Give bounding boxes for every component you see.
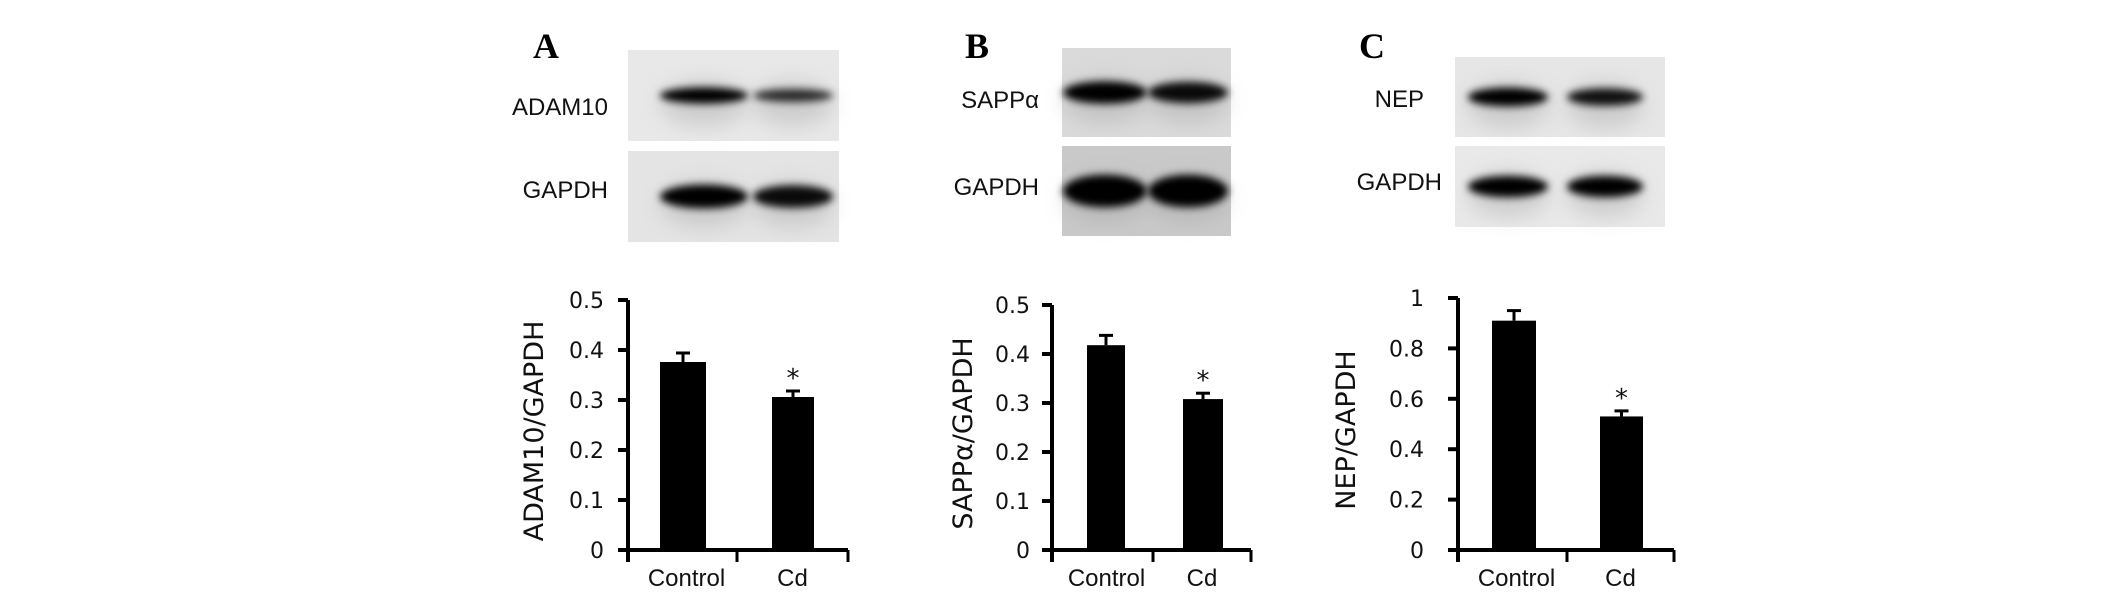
- y-tick-label: 0.6: [1389, 388, 1424, 413]
- bar-control: [1492, 320, 1536, 550]
- protein-band: [1148, 174, 1228, 208]
- target-protein-blot: NEP: [1375, 57, 1665, 137]
- category-label: Cd: [777, 565, 808, 592]
- significance-marker: *: [1615, 384, 1628, 414]
- target-protein-label: NEP: [1375, 86, 1424, 113]
- bar-control: [1087, 345, 1125, 550]
- bar-cd: [772, 397, 814, 550]
- y-tick-label: 0.2: [569, 439, 604, 464]
- y-axis-title: ADAM10/GAPDH: [519, 321, 550, 542]
- category-label: Cd: [1605, 565, 1636, 592]
- protein-band: [753, 185, 833, 208]
- y-tick-label: 0.4: [1389, 438, 1424, 463]
- y-tick-label: 0: [1410, 539, 1424, 564]
- category-label: Cd: [1187, 565, 1218, 592]
- category-label: Control: [1478, 565, 1555, 592]
- bar-control: [660, 362, 706, 550]
- y-tick-label: 0.2: [1389, 489, 1424, 514]
- gapdh-label: GAPDH: [523, 177, 608, 204]
- protein-band: [660, 184, 748, 209]
- panel-letter: C: [1359, 26, 1385, 66]
- gapdh-blot: GAPDH: [523, 151, 839, 242]
- category-label: Control: [1068, 565, 1145, 592]
- protein-band: [660, 87, 748, 104]
- panel-c-blot: C NEP GAPDH: [1357, 26, 1665, 227]
- protein-band: [1567, 88, 1643, 106]
- bar-charts: 00.10.20.30.40.5ADAM10/GAPDHControl*Cd00…: [519, 287, 1676, 592]
- y-tick-label: 0.2: [995, 441, 1030, 466]
- y-tick-label: 0.8: [1389, 337, 1424, 362]
- y-tick-label: 0.1: [569, 489, 604, 514]
- gapdh-label: GAPDH: [954, 174, 1039, 201]
- gapdh-label: GAPDH: [1357, 169, 1442, 196]
- western-blots: A ADAM10 GAPDH B SAPPα GAPDH C NEP GAPDH: [512, 26, 1665, 242]
- panel-a-blot: A ADAM10 GAPDH: [512, 26, 839, 242]
- y-tick-label: 0.4: [569, 339, 604, 364]
- protein-band: [1567, 175, 1643, 198]
- target-protein-label: ADAM10: [512, 94, 608, 121]
- target-protein-blot: SAPPα: [961, 48, 1231, 137]
- y-axis-title: SAPPα/GAPDH: [948, 337, 979, 529]
- gapdh-blot: GAPDH: [1357, 146, 1665, 227]
- chart-b: 0 0.1 0.2 0.3 0.4 0.5 SAPPα/GAPDH Control * Cd: [948, 294, 1253, 592]
- y-tick-label: 0.5: [569, 289, 604, 314]
- bar-cd: [1183, 399, 1223, 550]
- protein-band: [1063, 81, 1147, 104]
- y-tick-label: 0.5: [995, 294, 1030, 319]
- panel-letter: A: [533, 26, 559, 66]
- panel-b-blot: B SAPPα GAPDH: [954, 26, 1231, 236]
- y-tick-label: 1: [1410, 287, 1424, 312]
- target-protein-blot: ADAM10: [512, 50, 839, 141]
- target-protein-label: SAPPα: [961, 87, 1039, 114]
- y-tick-label: 0.1: [995, 490, 1030, 515]
- bar-cd: [1600, 416, 1643, 550]
- protein-band: [1063, 174, 1147, 208]
- y-axis-title: NEP/GAPDH: [1331, 350, 1362, 509]
- category-label: Control: [648, 565, 725, 592]
- gapdh-blot: GAPDH: [954, 146, 1231, 236]
- y-tick-label: 0.4: [995, 343, 1030, 368]
- protein-band: [1468, 87, 1548, 107]
- significance-marker: *: [787, 364, 800, 394]
- y-tick-label: 0.3: [995, 392, 1030, 417]
- blot-smear: [753, 81, 833, 126]
- chart-c: 0 0.2 0.4 0.6 0.8 1 NEP/GAPDH Control * Cd: [1331, 287, 1676, 592]
- panel-letter: B: [965, 26, 989, 66]
- protein-band: [1148, 81, 1228, 104]
- significance-marker: *: [1197, 366, 1210, 396]
- y-tick-label: 0.3: [569, 389, 604, 414]
- protein-band: [1468, 175, 1548, 198]
- protein-band: [753, 89, 833, 102]
- y-tick-label: 0: [1016, 539, 1030, 564]
- y-tick-label: 0: [590, 539, 604, 564]
- chart-a: 0 0.1 0.2 0.3 0.4 0.5 ADAM10/GAPDH Control * Cd: [519, 289, 850, 592]
